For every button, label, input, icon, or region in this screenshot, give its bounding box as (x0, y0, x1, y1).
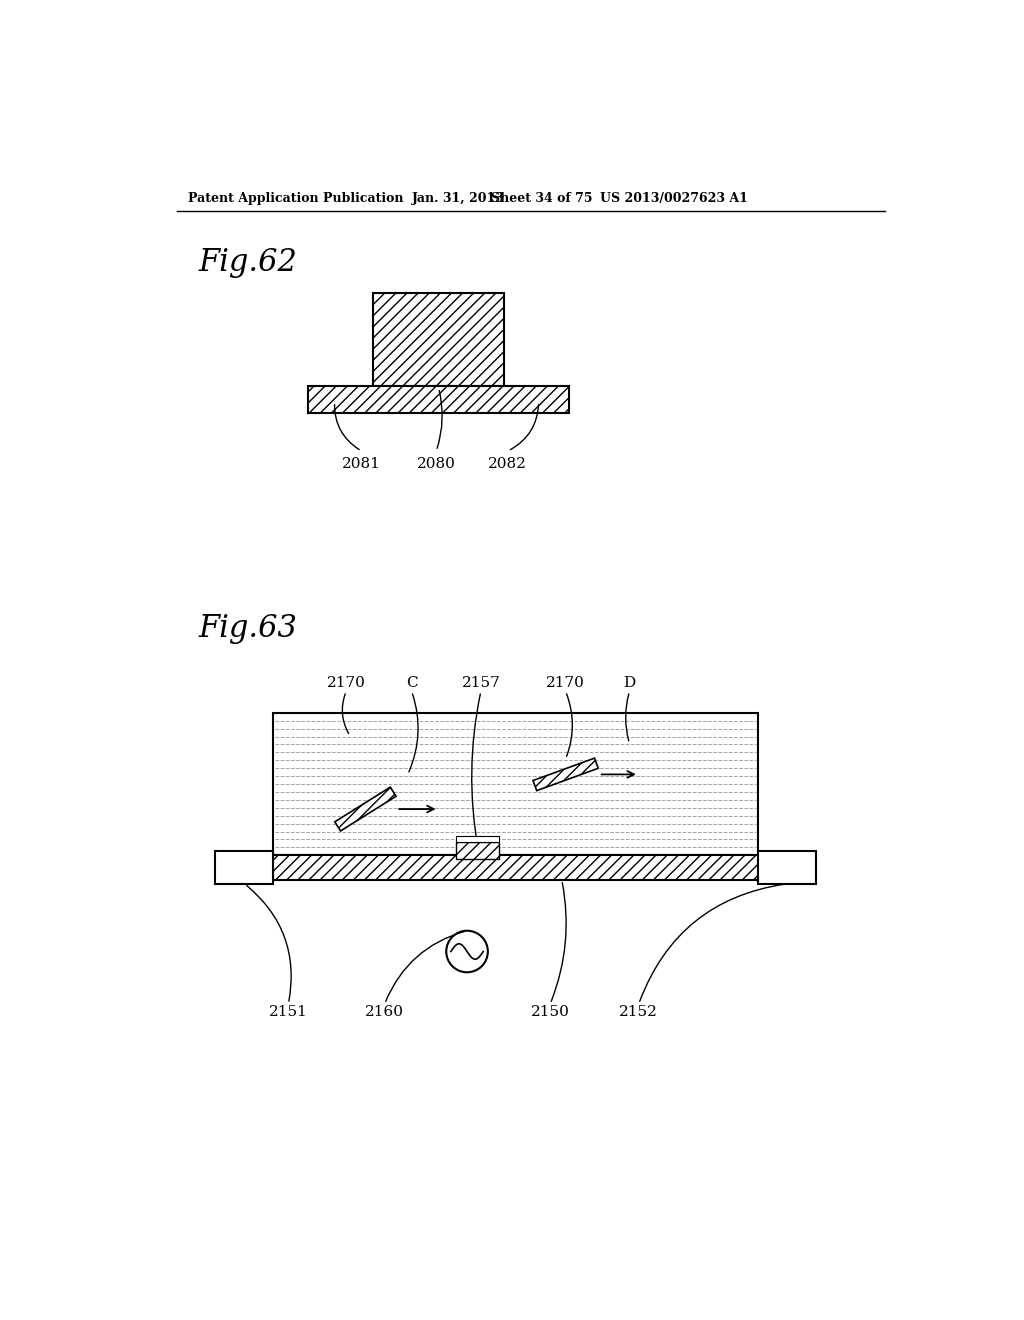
Text: 2170: 2170 (546, 676, 585, 689)
Bar (373, 293, 504, 385)
Bar (215, 851, 273, 884)
Text: 2151: 2151 (269, 1006, 308, 1019)
Text: Jan. 31, 2013: Jan. 31, 2013 (412, 191, 505, 205)
Text: Sheet 34 of 75: Sheet 34 of 75 (490, 191, 593, 205)
Bar (457, 836, 499, 842)
Text: 2152: 2152 (620, 1006, 658, 1019)
Bar (273, 713, 758, 855)
Text: C: C (406, 676, 418, 689)
Polygon shape (534, 758, 598, 791)
Bar (273, 855, 758, 880)
Polygon shape (335, 787, 396, 832)
Text: US 2013/0027623 A1: US 2013/0027623 A1 (600, 191, 749, 205)
Text: 2170: 2170 (327, 676, 366, 689)
Text: 2157: 2157 (462, 676, 501, 689)
Bar (307, 385, 569, 413)
Bar (457, 842, 499, 859)
Text: 2160: 2160 (366, 1006, 404, 1019)
Text: Patent Application Publication: Patent Application Publication (188, 191, 403, 205)
Bar (758, 851, 816, 884)
Text: 2082: 2082 (488, 457, 527, 471)
Text: 2080: 2080 (417, 457, 456, 471)
Text: 2081: 2081 (342, 457, 381, 471)
Text: Fig.62: Fig.62 (199, 247, 297, 277)
Text: D: D (624, 676, 636, 689)
Text: 2150: 2150 (530, 1006, 569, 1019)
Text: Fig.63: Fig.63 (199, 612, 297, 644)
